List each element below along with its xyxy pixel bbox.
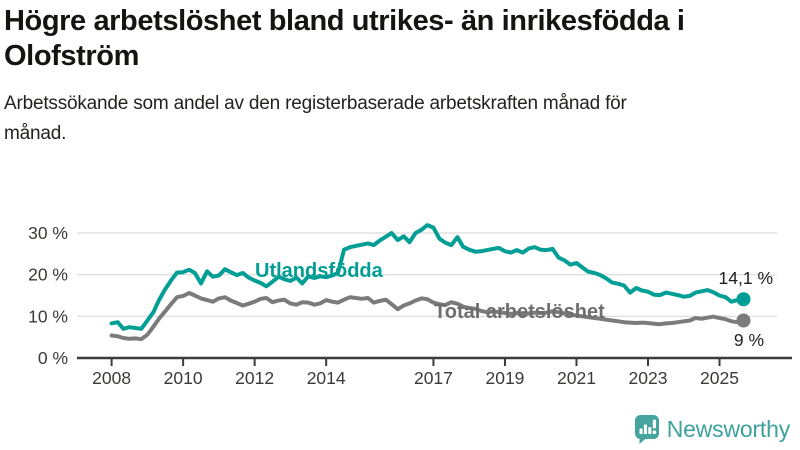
x-tick-label: 2021	[557, 368, 596, 388]
newsworthy-icon	[634, 415, 659, 444]
end-dot	[736, 292, 751, 307]
end-value-utlandsfodda: 14,1 %	[719, 268, 773, 288]
x-tick-label: 2010	[164, 368, 203, 388]
end-value-total: 9 %	[734, 330, 764, 350]
series-line-utlandsfodda	[109, 223, 746, 331]
x-axis: 2008 2010 2012 2014 2017 2019 2021 2023 2025	[77, 356, 792, 388]
x-tick-label: 2019	[485, 368, 524, 388]
x-tick-label: 2008	[92, 368, 131, 388]
newsworthy-wordmark: Newsworthy	[666, 416, 790, 442]
newsworthy-logo[interactable]: Newsworthy	[634, 415, 790, 444]
chart-header: Högre arbetslöshet bland utrikes- än inr…	[4, 4, 796, 150]
y-tick-label: 0 %	[38, 348, 68, 368]
series-line-total	[109, 291, 746, 342]
x-tick-label: 2014	[307, 368, 346, 388]
data-series	[109, 223, 751, 342]
x-tick-label: 2012	[235, 368, 274, 388]
end-dot	[736, 313, 751, 328]
x-tick-label: 2025	[700, 368, 739, 388]
y-tick-label: 20 %	[28, 265, 68, 285]
y-tick-label: 10 %	[28, 306, 68, 326]
x-tick-label: 2017	[414, 368, 453, 388]
y-tick-label: 30 %	[28, 223, 68, 243]
series-label-total-arbetsloshet: Total arbetslöshet	[434, 301, 605, 323]
series-label-utlandsfodda: Utlandsfödda	[255, 260, 384, 282]
gridlines: 0 % 10 % 20 % 30 %	[28, 223, 777, 368]
page-subtitle: Arbetssökande som andel av den registerb…	[4, 92, 627, 145]
page-title: Högre arbetslöshet bland utrikes- än inr…	[4, 5, 685, 73]
x-tick-label: 2023	[629, 368, 668, 388]
